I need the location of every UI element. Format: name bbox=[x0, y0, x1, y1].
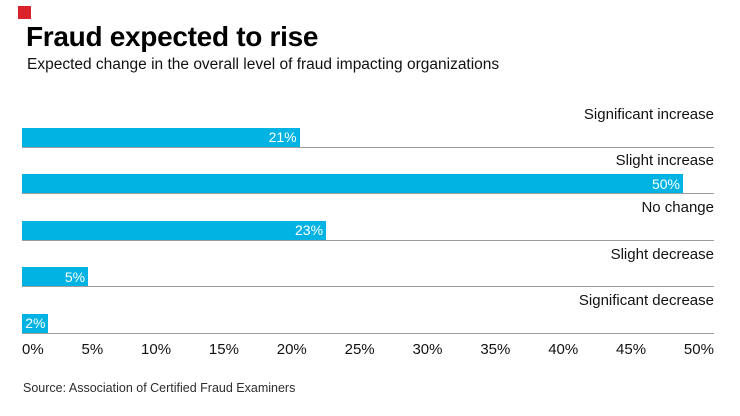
bar-value-label: 21% bbox=[268, 129, 297, 146]
category-label: Slight decrease bbox=[610, 245, 714, 263]
bar-row: Slight decrease 5% bbox=[22, 241, 714, 288]
bar: 50% bbox=[22, 174, 683, 194]
bar: 23% bbox=[22, 220, 327, 240]
category-label: Significant decrease bbox=[578, 292, 714, 310]
x-axis-tick: 30% bbox=[412, 341, 443, 358]
bar-chart: Significant increase 21% Slight increase… bbox=[22, 101, 714, 334]
red-square-brand-mark bbox=[18, 6, 31, 19]
chart-title: Fraud expected to rise bbox=[26, 21, 319, 52]
x-axis-tick: 45% bbox=[616, 341, 647, 358]
source-note: Source: Association of Certified Fraud E… bbox=[23, 381, 296, 395]
bar: 5% bbox=[22, 267, 89, 287]
bar-value-label: 5% bbox=[64, 268, 86, 285]
bar: 21% bbox=[22, 127, 300, 147]
bar-row: Significant increase 21% bbox=[22, 101, 714, 148]
x-axis-tick: 25% bbox=[344, 341, 375, 358]
x-axis-tick: 40% bbox=[548, 341, 579, 358]
x-axis-tick: 35% bbox=[480, 341, 511, 358]
bar-row: Significant decrease 2% bbox=[22, 287, 714, 334]
x-axis-tick: 20% bbox=[276, 341, 307, 358]
bar-value-label: 50% bbox=[651, 175, 680, 192]
x-axis-tick: 50% bbox=[683, 341, 714, 358]
bar: 2% bbox=[22, 313, 49, 333]
bar-value-label: 2% bbox=[25, 315, 46, 332]
category-label: Slight increase bbox=[615, 152, 714, 170]
x-axis-tick: 0% bbox=[22, 341, 44, 358]
x-axis-tick: 5% bbox=[81, 341, 104, 358]
category-label: No change bbox=[641, 198, 714, 216]
bar-row: No change 23% bbox=[22, 194, 714, 241]
category-label: Significant increase bbox=[583, 105, 714, 123]
x-axis-tick: 10% bbox=[141, 341, 172, 358]
bar-row: Slight increase 50% bbox=[22, 148, 714, 195]
chart-subtitle: Expected change in the overall level of … bbox=[27, 56, 500, 73]
x-axis: 0% 5% 10% 15% 20% 25% 30% 35% 40% 45% 50… bbox=[22, 341, 714, 358]
x-axis-tick: 15% bbox=[208, 341, 239, 358]
bar-value-label: 23% bbox=[295, 222, 324, 239]
